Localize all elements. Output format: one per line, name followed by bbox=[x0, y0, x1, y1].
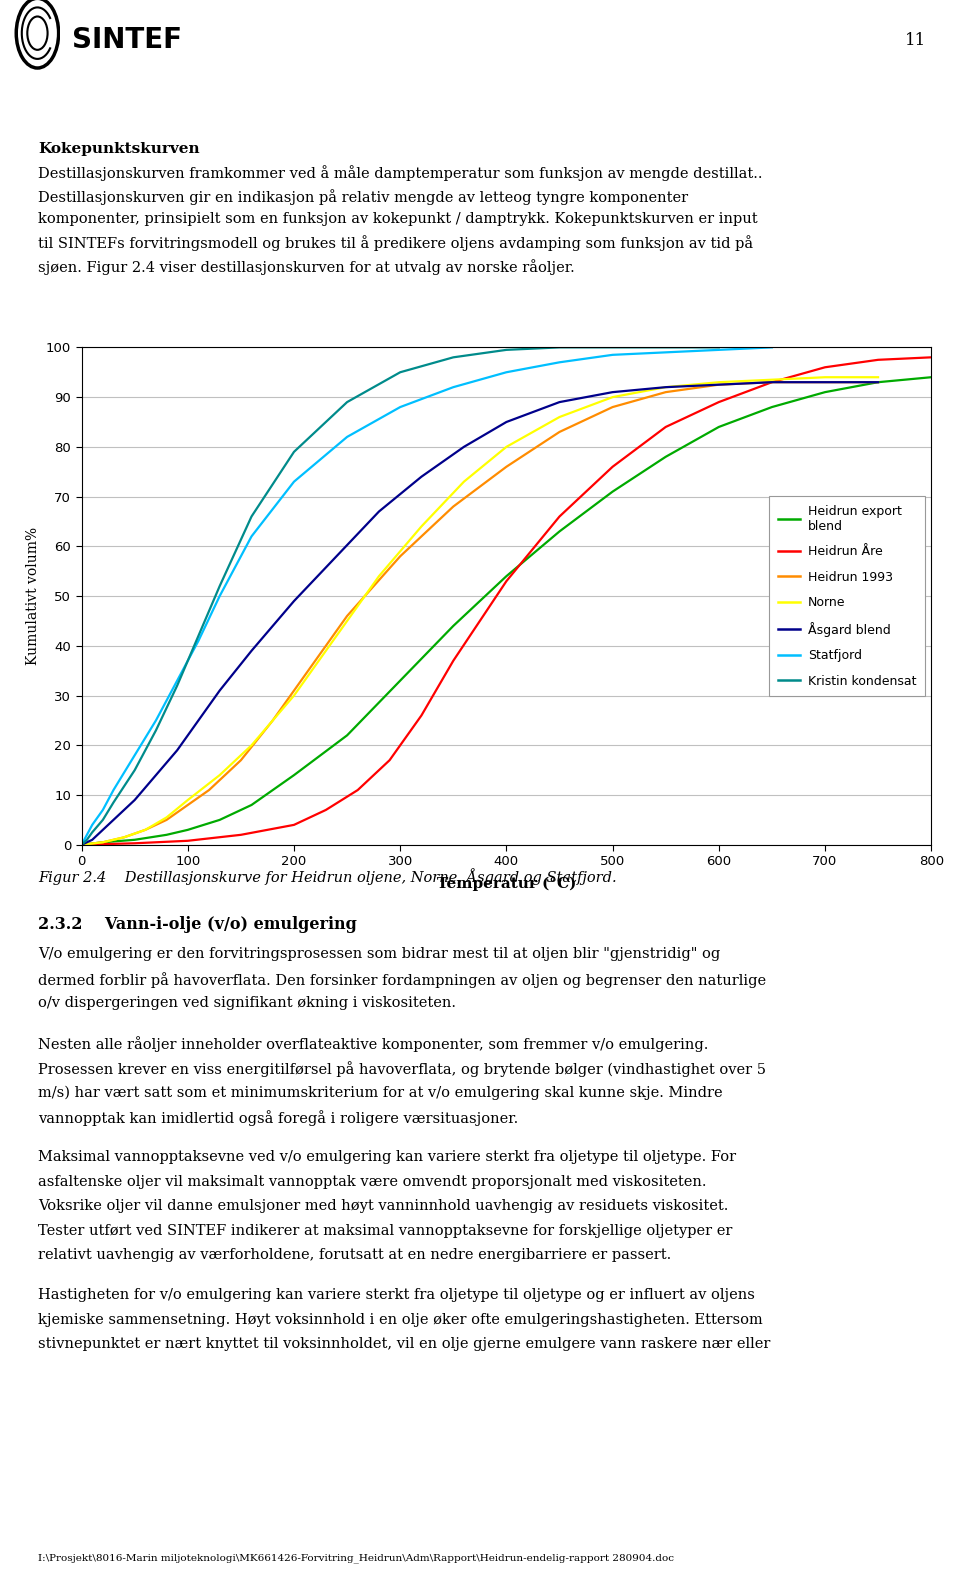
Text: 2.3.2    Vann-i-olje (v/o) emulgering: 2.3.2 Vann-i-olje (v/o) emulgering bbox=[38, 916, 357, 933]
Text: o/v dispergeringen ved signifikant økning i viskositeten.: o/v dispergeringen ved signifikant øknin… bbox=[38, 996, 456, 1011]
Text: stivnepunktet er nært knyttet til voksinnholdet, vil en olje gjerne emulgere van: stivnepunktet er nært knyttet til voksin… bbox=[38, 1337, 771, 1352]
Text: Tester utført ved SINTEF indikerer at maksimal vannopptaksevne for forskjellige : Tester utført ved SINTEF indikerer at ma… bbox=[38, 1224, 732, 1238]
Text: Maksimal vannopptaksevne ved v/o emulgering kan variere sterkt fra oljetype til : Maksimal vannopptaksevne ved v/o emulger… bbox=[38, 1151, 736, 1164]
Text: Destillasjonskurven framkommer ved å måle damptemperatur som funksjon av mengde : Destillasjonskurven framkommer ved å mål… bbox=[38, 166, 763, 182]
Text: Nesten alle råoljer inneholder overflateaktive komponenter, som fremmer v/o emul: Nesten alle råoljer inneholder overflate… bbox=[38, 1037, 708, 1053]
Text: dermed forblir på havoverflata. Den forsinker fordampningen av oljen og begrense: dermed forblir på havoverflata. Den fors… bbox=[38, 971, 766, 988]
Text: sjøen. Figur 2.4 viser destillasjonskurven for at utvalg av norske råoljer.: sjøen. Figur 2.4 viser destillasjonskurv… bbox=[38, 259, 575, 275]
Text: Prosessen krever en viss energitilførsel på havoverflata, og brytende bølger (vi: Prosessen krever en viss energitilførsel… bbox=[38, 1061, 766, 1077]
Text: I:\Prosjekt\8016-Marin miljoteknologi\MK661426-Forvitring_Heidrun\Adm\Rapport\He: I:\Prosjekt\8016-Marin miljoteknologi\MK… bbox=[38, 1554, 674, 1563]
Text: kjemiske sammensetning. Høyt voksinnhold i en olje øker ofte emulgeringshastighe: kjemiske sammensetning. Høyt voksinnhold… bbox=[38, 1314, 763, 1326]
Text: asfaltenske oljer vil maksimalt vannopptak være omvendt proporsjonalt med viskos: asfaltenske oljer vil maksimalt vannoppt… bbox=[38, 1175, 707, 1189]
Text: Hastigheten for v/o emulgering kan variere sterkt fra oljetype til oljetype og e: Hastigheten for v/o emulgering kan varie… bbox=[38, 1288, 756, 1303]
Text: 11: 11 bbox=[905, 32, 926, 49]
Text: Destillasjonskurven gir en indikasjon på relativ mengde av letteog tyngre kompon: Destillasjonskurven gir en indikasjon på… bbox=[38, 189, 688, 205]
X-axis label: Temperatur (°C): Temperatur (°C) bbox=[437, 876, 576, 891]
Text: m/s) har vært satt som et minimumskriterium for at v/o emulgering skal kunne skj: m/s) har vært satt som et minimumskriter… bbox=[38, 1086, 723, 1101]
Text: SINTEF: SINTEF bbox=[72, 27, 182, 54]
Text: V/o emulgering er den forvitringsprosessen som bidrar mest til at oljen blir "gj: V/o emulgering er den forvitringsprosess… bbox=[38, 947, 721, 962]
Text: Voksrike oljer vil danne emulsjoner med høyt vanninnhold uavhengig av residuets : Voksrike oljer vil danne emulsjoner med … bbox=[38, 1200, 729, 1213]
Text: Kokepunktskurven: Kokepunktskurven bbox=[38, 142, 200, 156]
Text: Figur 2.4    Destillasjonskurve for Heidrun oljene, Norne, Åsgard og Statfjord.: Figur 2.4 Destillasjonskurve for Heidrun… bbox=[38, 868, 617, 886]
Text: komponenter, prinsipielt som en funksjon av kokepunkt / damptrykk. Kokepunktskur: komponenter, prinsipielt som en funksjon… bbox=[38, 212, 758, 226]
Text: til SINTEFs forvitringsmodell og brukes til å predikere oljens avdamping som fun: til SINTEFs forvitringsmodell og brukes … bbox=[38, 235, 754, 251]
Text: vannopptak kan imidlertid også foregå i roligere værsituasjoner.: vannopptak kan imidlertid også foregå i … bbox=[38, 1110, 518, 1126]
Text: relativt uavhengig av værforholdene, forutsatt at en nedre energibarriere er pas: relativt uavhengig av værforholdene, for… bbox=[38, 1249, 672, 1262]
Legend: Heidrun export
blend, Heidrun Åre, Heidrun 1993, Norne, Åsgard blend, Statfjord,: Heidrun export blend, Heidrun Åre, Heidr… bbox=[769, 496, 924, 696]
Y-axis label: Kumulativt volum%: Kumulativt volum% bbox=[26, 527, 40, 665]
